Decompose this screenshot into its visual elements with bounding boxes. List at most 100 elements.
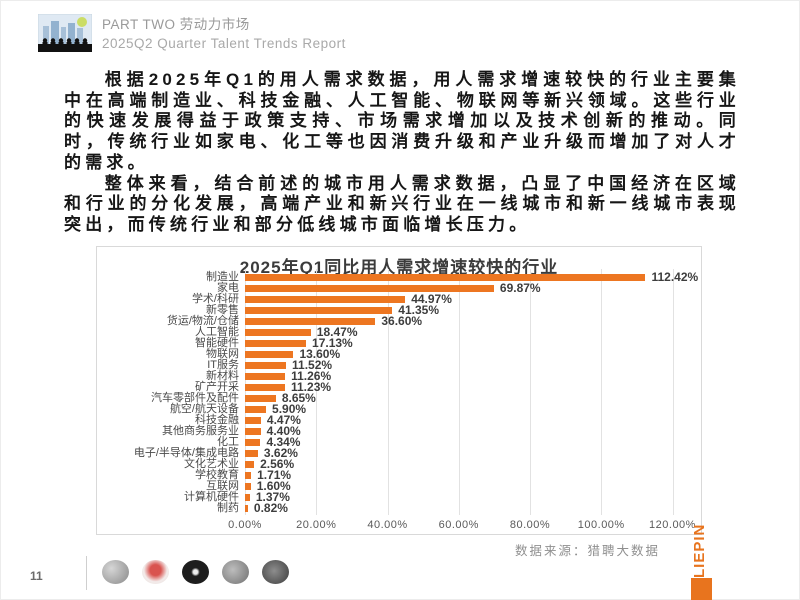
gridline [601,269,603,515]
value-label: 5.90% [272,402,307,416]
body-text: 根据2025年Q1的用人需求数据，用人需求增速较快的行业主要集中在高端制造业、科… [64,70,740,236]
gridline [458,269,460,515]
chart-row: 航空/航天设备 5.90% [97,402,701,416]
bar-track: 1.60% [245,480,701,492]
chart-row: 化工 4.34% [97,435,701,449]
category-label: 矿产开采 [195,381,239,393]
chart-row: 物联网 13.60% [97,347,701,361]
value-label: 8.65% [281,391,316,405]
value-label: 4.34% [266,435,301,449]
city-crowd-logo-icon [37,13,93,53]
gridline [316,269,318,515]
category-label: IT服务 [207,359,239,371]
value-label: 44.97% [411,292,452,306]
x-tick-label: 100.00% [577,519,625,531]
chart-row: 电子/半导体/集成电路 3.62% [97,446,701,460]
report-title: 2025Q2 Quarter Talent Trends Report [102,36,346,51]
chart-row: 其他商务服务业 4.40% [97,424,701,438]
value-label: 3.62% [263,446,298,460]
bar [245,450,258,457]
value-label: 11.23% [291,380,332,394]
chart-row: 新材料 11.26% [97,370,701,382]
bar-track: 13.60% [245,347,701,361]
chart-gridlines [245,269,701,515]
part-label: PART TWO 劳动力市场 [102,17,250,32]
bar [245,274,646,281]
chart-rows: 制造业 112.42% 家电 69.87% 学术/科研 44.97% 新零售 41.35% 货运… [97,270,701,515]
page-number: 11 [30,569,43,583]
bar-track: 1.71% [245,468,701,482]
bar-track: 2.56% [245,458,701,470]
value-label: 1.37% [255,490,290,504]
chart-row: 矿产开采 11.23% [97,380,701,394]
category-label: 学术/科研 [191,293,239,305]
x-tick-label: 120.00% [649,519,696,531]
bar [245,296,406,303]
chart-row: 学术/科研 44.97% [97,292,701,306]
category-label: 新材料 [206,370,239,382]
bar-track: 69.87% [245,282,701,294]
bar-track: 112.42% [245,270,701,284]
chart-row: IT服务 11.52% [97,359,701,371]
bar [245,472,252,479]
x-tick-label: 0.00% [228,519,262,531]
bar [245,307,393,314]
category-label: 航空/航天设备 [169,403,239,415]
bar [245,340,307,347]
gridline [672,269,674,515]
bar [245,406,267,413]
stamp-photo-2-icon [142,560,169,584]
chart-row: 智能硬件 17.13% [97,337,701,349]
bar [245,329,311,336]
paragraph-2: 整体来看，结合前述的城市用人需求数据，凸显了中国经济在区域和行业的分化发展，高端… [64,173,740,234]
value-label: 1.71% [257,468,292,482]
x-axis-ticks: 0.00% 20.00% 40.00% 60.00% 80.00% 100.00% 120.… [228,519,701,533]
bar-track: 4.47% [245,414,701,426]
gridline [245,269,246,515]
stamp-photo-4-icon [222,560,249,584]
bar-track: 3.62% [245,446,701,460]
chart-row: 汽车零部件及配件 8.65% [97,391,701,405]
chart-row: 计算机硬件 1.37% [97,490,701,504]
bar-track: 8.65% [245,391,701,405]
chart-row: 学校教育 1.71% [97,468,701,482]
bar [245,384,285,391]
bar-track: 4.34% [245,435,701,449]
value-label: 4.40% [266,424,301,438]
bar [245,362,287,369]
category-label: 计算机硬件 [184,491,239,503]
chart-row: 文化艺术业 2.56% [97,458,701,470]
bar [245,505,248,512]
category-label: 家电 [217,282,239,294]
x-tick-label: 60.00% [438,519,479,531]
bar-track: 4.40% [245,424,701,438]
category-label: 化工 [217,436,239,448]
x-tick-label: 80.00% [509,519,551,531]
value-label: 0.82% [253,501,288,515]
bar [245,428,261,435]
gridline [387,269,389,515]
gridline [530,269,531,515]
chart-row: 制药 0.82% [97,501,701,515]
value-label: 36.60% [381,314,423,328]
value-label: 13.60% [299,347,341,361]
bar-track: 11.26% [245,370,701,382]
stamp-photo-3-icon [182,560,209,584]
bar [245,373,286,380]
bar-track: 5.90% [245,402,701,416]
x-tick-label: 40.00% [367,519,408,531]
chart-row: 新零售 41.35% [97,304,701,316]
bar [245,285,494,292]
value-label: 112.42% [651,270,699,284]
category-label: 制药 [217,502,239,514]
chart-row: 互联网 1.60% [97,480,701,492]
bar [245,318,376,325]
category-label: 电子/半导体/集成电路 [133,447,239,459]
footer-stamps [102,560,289,584]
bar-track: 18.47% [245,326,701,338]
paragraph-1: 根据2025年Q1的用人需求数据，用人需求增速较快的行业主要集中在高端制造业、科… [64,70,740,172]
chart-title: 2025年Q1同比用人需求增速较快的行业 [239,258,559,277]
bar-track: 44.97% [245,292,701,306]
bar-track: 11.52% [245,359,701,371]
